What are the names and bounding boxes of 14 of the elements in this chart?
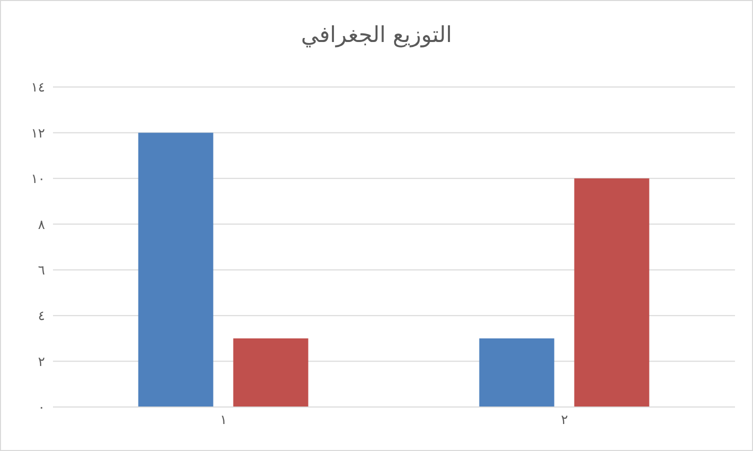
y-tick-label: ٤ <box>38 309 45 324</box>
y-tick-label: ١٤ <box>31 80 45 96</box>
x-tick-label: ١ <box>220 413 227 428</box>
y-tick-label: ١٢ <box>31 126 46 142</box>
y-tick-label: ٦ <box>38 263 46 278</box>
bar <box>138 132 214 407</box>
bar <box>574 178 650 407</box>
y-tick-label: ٢ <box>38 354 46 370</box>
bar <box>479 338 554 407</box>
y-tick-label: ١٠ <box>31 172 45 188</box>
y-tick-label: ٠ <box>38 400 45 416</box>
bar <box>233 338 308 407</box>
chart-title: التوزيع الجغرافي <box>300 23 453 48</box>
y-tick-label: ٨ <box>38 218 46 233</box>
